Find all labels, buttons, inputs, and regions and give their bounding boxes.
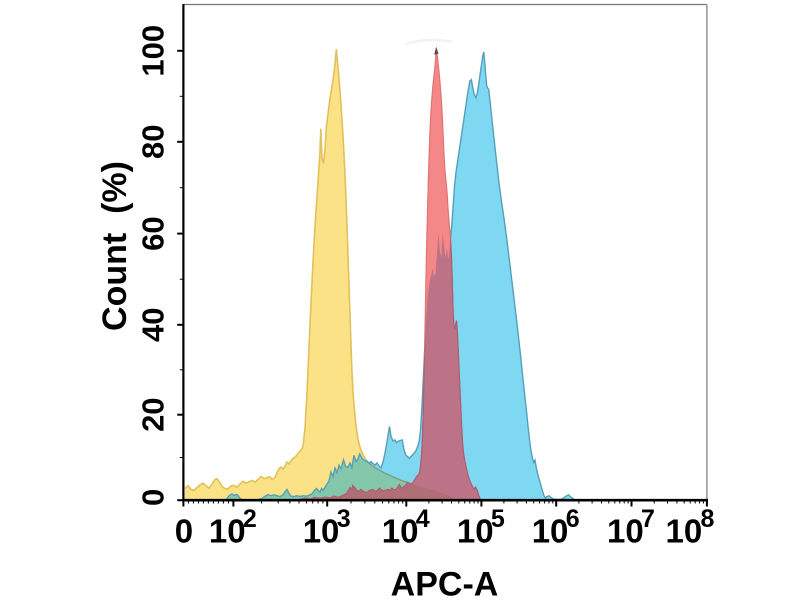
svg-text:100: 100 bbox=[136, 25, 171, 77]
svg-text:10: 10 bbox=[303, 513, 340, 550]
svg-text:8: 8 bbox=[701, 505, 715, 533]
svg-text:10: 10 bbox=[457, 513, 494, 550]
svg-text:20: 20 bbox=[136, 397, 171, 431]
svg-text:5: 5 bbox=[491, 505, 505, 533]
svg-text:80: 80 bbox=[136, 125, 171, 159]
svg-text:7: 7 bbox=[641, 505, 655, 533]
svg-text:10: 10 bbox=[607, 513, 644, 550]
svg-text:3: 3 bbox=[337, 505, 351, 533]
svg-text:2: 2 bbox=[243, 505, 257, 533]
svg-text:APC-A: APC-A bbox=[391, 566, 499, 601]
svg-text:0: 0 bbox=[175, 513, 193, 550]
svg-text:4: 4 bbox=[416, 505, 430, 533]
svg-text:6: 6 bbox=[566, 505, 580, 533]
svg-text:0: 0 bbox=[136, 489, 171, 506]
svg-text:10: 10 bbox=[532, 513, 569, 550]
svg-text:10: 10 bbox=[209, 513, 246, 550]
svg-text:60: 60 bbox=[136, 216, 171, 250]
svg-text:10: 10 bbox=[666, 513, 703, 550]
svg-text:40: 40 bbox=[136, 308, 171, 342]
svg-text:Count (%): Count (%) bbox=[96, 161, 134, 331]
svg-text:10: 10 bbox=[382, 513, 419, 550]
